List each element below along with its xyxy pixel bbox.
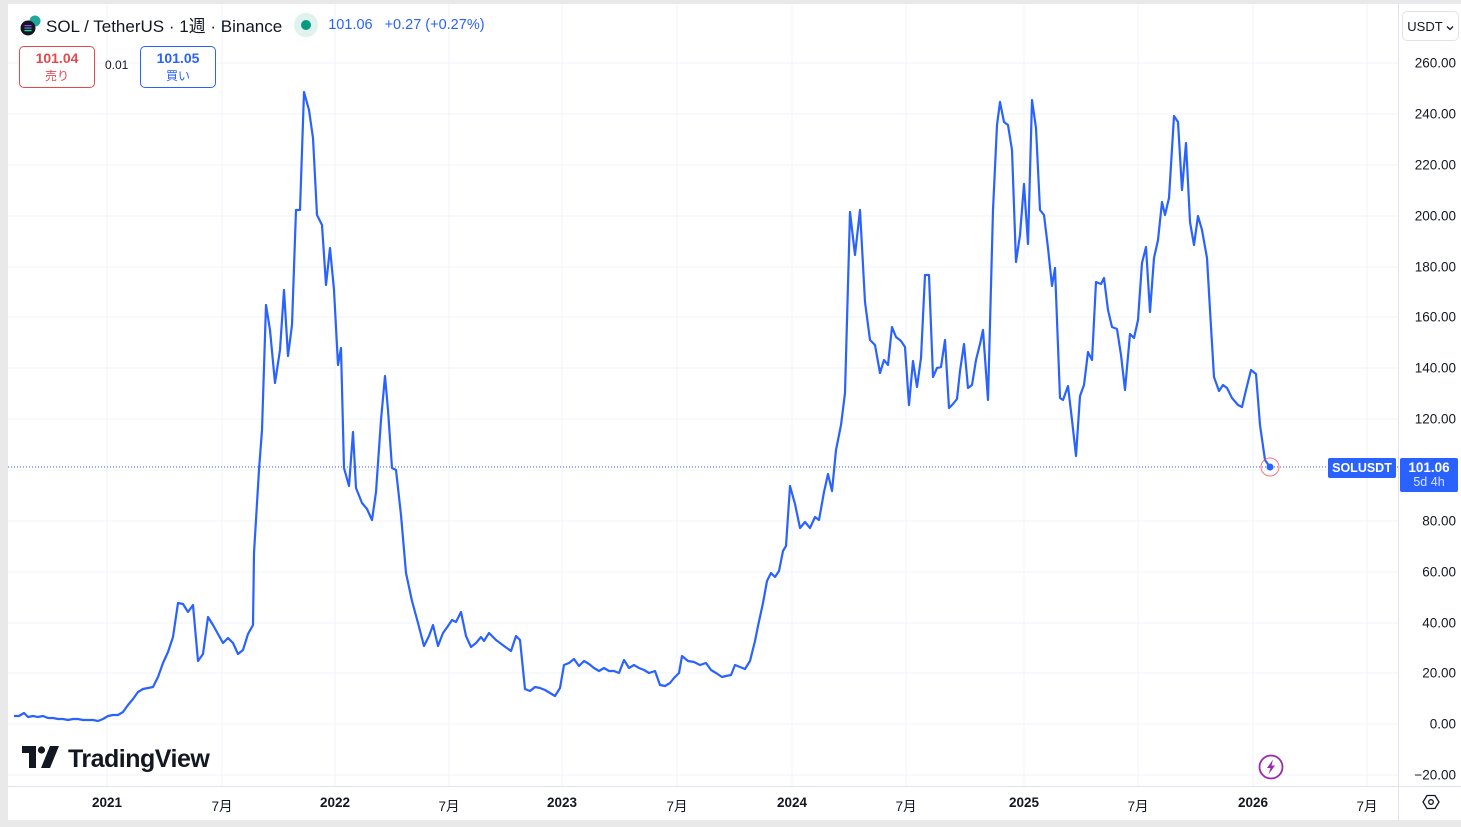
x-tick: 7月: [1356, 799, 1378, 814]
settings-hexagon-icon: [1421, 793, 1440, 816]
buy-price: 101.05: [156, 50, 200, 66]
symbol-title[interactable]: SOL / TetherUS · 1週 · Binance: [46, 17, 283, 36]
grid-lines: [8, 4, 1398, 786]
sell-button[interactable]: 101.04 売り: [19, 46, 95, 88]
y-tick: 260.00: [1414, 55, 1456, 71]
chevron-down-icon: [1446, 19, 1454, 34]
sell-label: 売り: [44, 69, 69, 83]
lightning-icon: [1258, 754, 1284, 780]
current-price-dot: [1266, 463, 1274, 471]
chart-settings-button[interactable]: [1398, 786, 1461, 821]
solana-logo-icon: [20, 15, 41, 35]
event-marker[interactable]: [1258, 754, 1284, 780]
x-tick: 7月: [211, 799, 233, 814]
bar-countdown: 5d 4h: [1413, 475, 1445, 489]
status-dot-icon: [301, 19, 312, 30]
symbol-price-tag: SOLUSDT: [1328, 458, 1396, 478]
sol-price-series: [14, 90, 1271, 723]
x-tick: 7月: [1127, 799, 1149, 814]
x-tick: 7月: [438, 799, 460, 814]
price-axis[interactable]: 260.00 240.00 220.00 200.00 180.00 160.0…: [1398, 4, 1461, 786]
y-tick: 40.00: [1422, 615, 1456, 631]
x-tick: 2026: [1237, 795, 1269, 810]
x-tick: 2025: [1008, 795, 1040, 810]
y-tick: 20.00: [1422, 665, 1456, 681]
price-line-chart: [8, 4, 1398, 786]
buy-label: 買い: [165, 69, 190, 83]
spread-value: 0.01: [105, 58, 129, 72]
y-tick: 60.00: [1422, 564, 1456, 580]
tradingview-mark-icon: [22, 746, 60, 773]
y-tick: 180.00: [1414, 259, 1456, 275]
x-tick: 7月: [666, 799, 688, 814]
left-border: [0, 0, 8, 827]
current-price-value: 101.06: [1408, 460, 1450, 475]
currency-selector[interactable]: USDT: [1402, 11, 1459, 41]
current-price-tag: 101.06 5d 4h: [1400, 458, 1458, 492]
y-tick: 240.00: [1414, 106, 1456, 122]
tradingview-wordmark: TradingView: [68, 745, 210, 773]
y-tick: 140.00: [1414, 360, 1456, 376]
x-tick: 2024: [776, 795, 808, 810]
x-tick: 2021: [91, 795, 123, 810]
x-tick: 7月: [895, 799, 917, 814]
x-tick: 2023: [546, 795, 578, 810]
top-border: [0, 0, 1461, 4]
current-price-pulse: [1260, 457, 1280, 477]
x-tick: 2022: [319, 795, 351, 810]
y-tick: 120.00: [1414, 411, 1456, 427]
y-tick: 200.00: [1414, 208, 1456, 224]
market-open-indicator[interactable]: [294, 12, 319, 37]
time-axis[interactable]: 2021 7月 2022 7月 2023 7月 2024 7月 2025 7月 …: [8, 786, 1398, 821]
y-tick: 160.00: [1414, 309, 1456, 325]
last-price: 101.06: [328, 16, 373, 33]
chart-plot-area[interactable]: [8, 4, 1398, 786]
chart-legend: SOL / TetherUS · 1週 · Binance 101.06 +0.…: [20, 12, 485, 37]
sell-price: 101.04: [35, 50, 79, 66]
tradingview-logo[interactable]: TradingView: [22, 745, 210, 774]
y-tick: 220.00: [1414, 157, 1456, 173]
currency-label: USDT: [1407, 18, 1443, 34]
y-tick: −20.00: [1414, 767, 1456, 783]
bottom-border: [0, 820, 1461, 827]
y-tick: 80.00: [1422, 513, 1456, 529]
price-change: +0.27 (+0.27%): [384, 16, 485, 33]
buy-button[interactable]: 101.05 買い: [140, 46, 216, 88]
y-tick: 0.00: [1429, 716, 1456, 732]
